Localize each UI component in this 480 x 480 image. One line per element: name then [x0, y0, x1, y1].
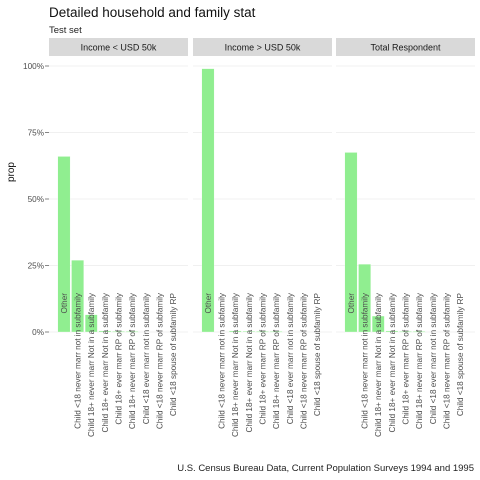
x-axis: Other Child <18 never marr not in subfami… [60, 292, 465, 437]
bar [125, 331, 139, 333]
facet-strip [49, 38, 188, 56]
bar [112, 331, 125, 333]
y-tick-label: 0% [32, 328, 44, 337]
bar [269, 331, 283, 333]
y-tick-label: 75% [28, 129, 44, 138]
x-category-label: Child 18+ ever marr RP of subfamily [115, 292, 124, 424]
bar [371, 315, 385, 333]
x-category-label: Other [347, 293, 356, 314]
y-tick-label: 25% [28, 262, 44, 271]
bar [399, 331, 412, 333]
chart-subtitle: Test set [49, 25, 82, 36]
x-category-label: Child 18+ never marr RP of subfamily [272, 292, 281, 429]
y-tick-label: 50% [28, 195, 44, 204]
x-category-label: Child 18+ ever marr Not in a subfamily [245, 292, 254, 432]
x-category-label: Child <18 ever marr not in subfamily [286, 292, 295, 424]
x-category-label: Child <18 never marr not in subfamily [218, 292, 227, 429]
x-category-label: Child <18 never marr not in subfamily [74, 292, 83, 429]
bar [228, 330, 242, 333]
x-category-label: Child <18 spouse of subfamily RP [313, 292, 322, 416]
x-category-label: Other [204, 293, 213, 314]
x-category-label: Child 18+ ever marr Not in a subfamily [101, 292, 110, 432]
bar [71, 260, 84, 333]
x-category-label: Child 18+ ever marr RP of subfamily [402, 292, 411, 424]
facet-strip [336, 38, 475, 56]
facet-strip-label: Total Respondent [370, 43, 441, 53]
bar [256, 331, 269, 333]
bar-layer [57, 68, 426, 333]
x-category-label: Child 18+ ever marr Not in a subfamily [388, 292, 397, 432]
facet-strip-label: Income < USD 50k [81, 43, 157, 53]
x-category-label: Child <18 never marr RP of subfamily [155, 292, 164, 429]
bar [98, 330, 112, 333]
chart-caption: U.S. Census Bureau Data, Current Populat… [177, 463, 474, 474]
x-category-label: Child <18 never marr not in subfamily [361, 292, 370, 429]
bar [57, 156, 71, 333]
x-category-label: Child <18 never marr RP of subfamily [442, 292, 451, 429]
x-category-label: Child <18 never marr RP of subfamily [299, 292, 308, 429]
x-category-label: Child 18+ ever marr RP of subfamily [259, 292, 268, 424]
bar [84, 314, 98, 333]
y-tick-label: 100% [23, 62, 44, 71]
bar [358, 264, 371, 333]
x-category-label: Child 18+ never marr RP of subfamily [128, 292, 137, 429]
x-category-label: Child 18+ never marr RP of subfamily [415, 292, 424, 429]
grid-layer [49, 65, 475, 333]
x-category-label: Child 18+ never marr Not in a subfamily [87, 292, 96, 437]
chart-title: Detailed household and family stat [49, 5, 256, 20]
bar [201, 68, 215, 333]
y-axis: 0% 25% 50% 75% 100% prop [6, 62, 49, 337]
y-axis-title: prop [6, 162, 17, 182]
x-category-label: Other [60, 293, 69, 314]
x-category-label: Child <18 ever marr not in subfamily [429, 292, 438, 424]
x-category-label: Child <18 spouse of subfamily RP [169, 292, 178, 416]
facet-strip [193, 38, 332, 56]
facet-strip-label: Income > USD 50k [225, 43, 301, 53]
bar [385, 330, 399, 333]
x-category-label: Child 18+ never marr Not in a subfamily [231, 292, 240, 437]
bar [242, 331, 256, 333]
bar [412, 331, 426, 333]
strip-layer: Income < USD 50k Income > USD 50k Total Re… [49, 38, 475, 56]
bar [344, 152, 358, 333]
x-category-label: Child <18 ever marr not in subfamily [142, 292, 151, 424]
x-category-label: Child 18+ never marr Not in a subfamily [374, 292, 383, 437]
x-category-label: Child <18 spouse of subfamily RP [456, 292, 465, 416]
